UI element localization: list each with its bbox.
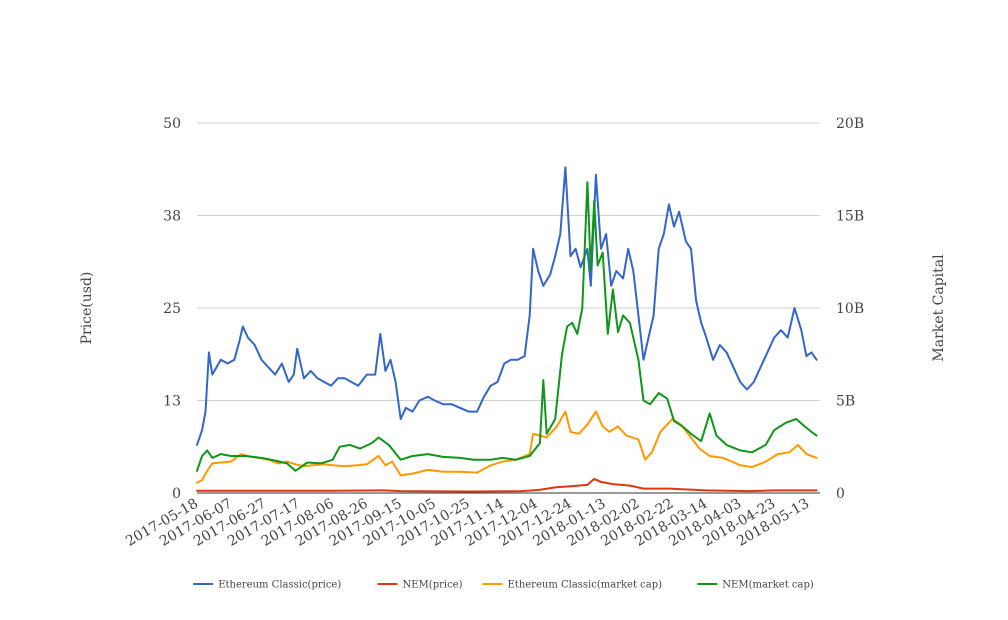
y-axis-left-title: Price(usd) — [79, 272, 95, 345]
legend-label: NEM(price) — [403, 580, 463, 591]
legend-item: NEM(market cap) — [697, 580, 814, 591]
y-tick-label: 38 — [163, 209, 181, 225]
y-tick-label: 13 — [163, 394, 181, 410]
y2-tick-label: 5B — [836, 394, 855, 410]
series-line-3 — [196, 181, 818, 472]
y-tick-label: 0 — [172, 486, 181, 502]
series-line-2 — [196, 410, 818, 484]
y2-tick-label: 0 — [836, 486, 845, 502]
legend-item: Ethereum Classic(price) — [193, 580, 341, 591]
legend-label: Ethereum Classic(price) — [218, 580, 341, 591]
legend-item: NEM(price) — [377, 580, 463, 591]
legend: Ethereum Classic(price) NEM(price) Ethereu… — [193, 580, 814, 591]
x-axis-ticks: 2017-05-182017-06-072017-06-272017-07-17… — [123, 496, 812, 550]
series-line-1 — [196, 477, 818, 493]
y-tick-label: 25 — [163, 301, 181, 317]
series-line-0 — [196, 166, 818, 446]
y-axis-right-title: Market Capital — [931, 254, 947, 362]
y-axis-left-ticks: 0 13 25 38 50 — [163, 116, 181, 502]
y-tick-label: 50 — [163, 116, 181, 132]
series-lines — [196, 166, 818, 493]
gridlines — [197, 122, 820, 494]
y2-tick-label: 15B — [836, 209, 864, 225]
legend-item: Ethereum Classic(market cap) — [482, 580, 663, 591]
legend-label: NEM(market cap) — [722, 580, 814, 591]
legend-label: Ethereum Classic(market cap) — [508, 580, 663, 591]
y-axis-right-ticks: 0 5B 10B 15B 20B — [836, 116, 864, 502]
y2-tick-label: 20B — [836, 116, 864, 132]
y2-tick-label: 10B — [836, 301, 864, 317]
